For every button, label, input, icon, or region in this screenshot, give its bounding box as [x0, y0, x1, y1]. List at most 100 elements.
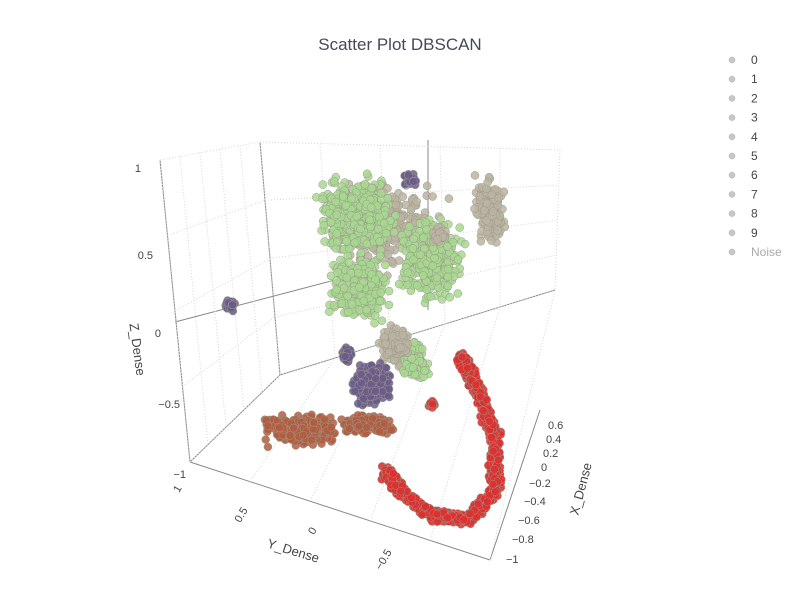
chart-title: Scatter Plot DBSCAN [318, 35, 481, 54]
data-point [354, 268, 363, 278]
data-point [375, 237, 384, 246]
data-point [326, 218, 336, 227]
z-ticks: 1 0.5 0 −0.5 −1 [135, 163, 186, 481]
legend-label: 6 [751, 168, 758, 182]
data-point [307, 435, 317, 445]
data-point [422, 181, 432, 191]
data-point [443, 272, 453, 282]
y-tick: 0.5 [233, 506, 251, 525]
data-point [261, 435, 270, 444]
data-point [329, 300, 339, 310]
legend-marker [728, 248, 736, 256]
legend-label: 9 [751, 226, 758, 240]
x-tick: −0.6 [518, 515, 540, 527]
data-point [428, 399, 437, 409]
data-point [345, 244, 354, 254]
data-point [371, 387, 380, 396]
data-point [408, 244, 418, 253]
legend-marker [728, 75, 736, 83]
data-point [320, 415, 330, 424]
data-point [341, 352, 350, 361]
data-point [488, 480, 498, 489]
legend[interactable]: 0 1 2 3 4 5 6 7 8 9 Noise [728, 53, 782, 259]
data-point [381, 260, 390, 270]
data-point [228, 300, 237, 310]
data-point [367, 183, 377, 193]
data-point [443, 513, 452, 522]
data-point [407, 493, 416, 502]
legend-item[interactable]: 9 [728, 226, 758, 240]
data-point [371, 275, 380, 284]
data-point [332, 210, 342, 220]
legend-marker [728, 171, 736, 179]
data-point [360, 180, 370, 189]
data-point [357, 378, 366, 388]
data-point [381, 363, 391, 373]
x-tick: 0.4 [546, 434, 561, 446]
data-point [422, 285, 431, 294]
x-tick: −0.4 [524, 496, 546, 508]
legend-item[interactable]: 6 [728, 168, 758, 182]
data-point [365, 215, 374, 225]
data-point [344, 258, 354, 267]
legend-item[interactable]: 3 [728, 111, 758, 125]
legend-label: 0 [751, 53, 758, 67]
legend-marker [728, 229, 736, 237]
data-point [327, 422, 336, 432]
data-point [384, 300, 394, 310]
grid-line [167, 199, 266, 236]
legend-item[interactable]: 5 [728, 149, 758, 163]
legend-label: 2 [751, 91, 758, 105]
data-point [398, 330, 408, 340]
z-tick: −1 [173, 469, 186, 481]
legend-item[interactable]: 8 [728, 207, 758, 221]
z-tick: 0.5 [138, 250, 153, 262]
z-tick: 1 [135, 163, 141, 175]
x-tick: −1 [506, 554, 519, 566]
data-point [483, 177, 492, 187]
y-tick: 0 [306, 526, 319, 537]
data-point [420, 366, 429, 375]
y-tick: −0.5 [373, 548, 394, 573]
data-point [404, 170, 413, 180]
data-point [396, 486, 406, 496]
legend-item[interactable]: 0 [728, 53, 758, 67]
data-point [465, 509, 475, 518]
data-point [354, 421, 364, 431]
data-point [405, 222, 414, 231]
legend-item[interactable]: 1 [728, 72, 758, 86]
legend-item[interactable]: 7 [728, 187, 758, 201]
data-point [391, 200, 400, 210]
data-point [389, 228, 399, 237]
data-point [490, 487, 500, 496]
grid-line [264, 184, 559, 201]
data-point [345, 424, 354, 433]
point-clouds [221, 169, 510, 529]
data-point [416, 250, 425, 259]
data-point [309, 418, 319, 427]
x-tick: 0.2 [543, 448, 558, 460]
data-point [428, 261, 438, 271]
data-point [336, 255, 345, 265]
data-point [342, 273, 351, 282]
legend-label: Noise [751, 245, 782, 259]
data-point [356, 370, 366, 379]
legend-item[interactable]: 2 [728, 91, 758, 105]
grid-line [199, 152, 227, 428]
data-point [370, 318, 379, 328]
data-point [342, 237, 351, 246]
data-point [470, 171, 480, 180]
data-point [487, 190, 497, 200]
data-point [373, 304, 383, 313]
legend-item[interactable]: 4 [728, 130, 758, 144]
data-point [443, 265, 453, 274]
data-point [395, 256, 404, 265]
data-point [403, 268, 412, 277]
grid-line [239, 145, 263, 393]
data-point [457, 352, 467, 362]
data-point [475, 192, 485, 201]
legend-item[interactable]: Noise [728, 245, 782, 259]
data-point [275, 423, 284, 432]
legend-label: 7 [751, 187, 758, 201]
